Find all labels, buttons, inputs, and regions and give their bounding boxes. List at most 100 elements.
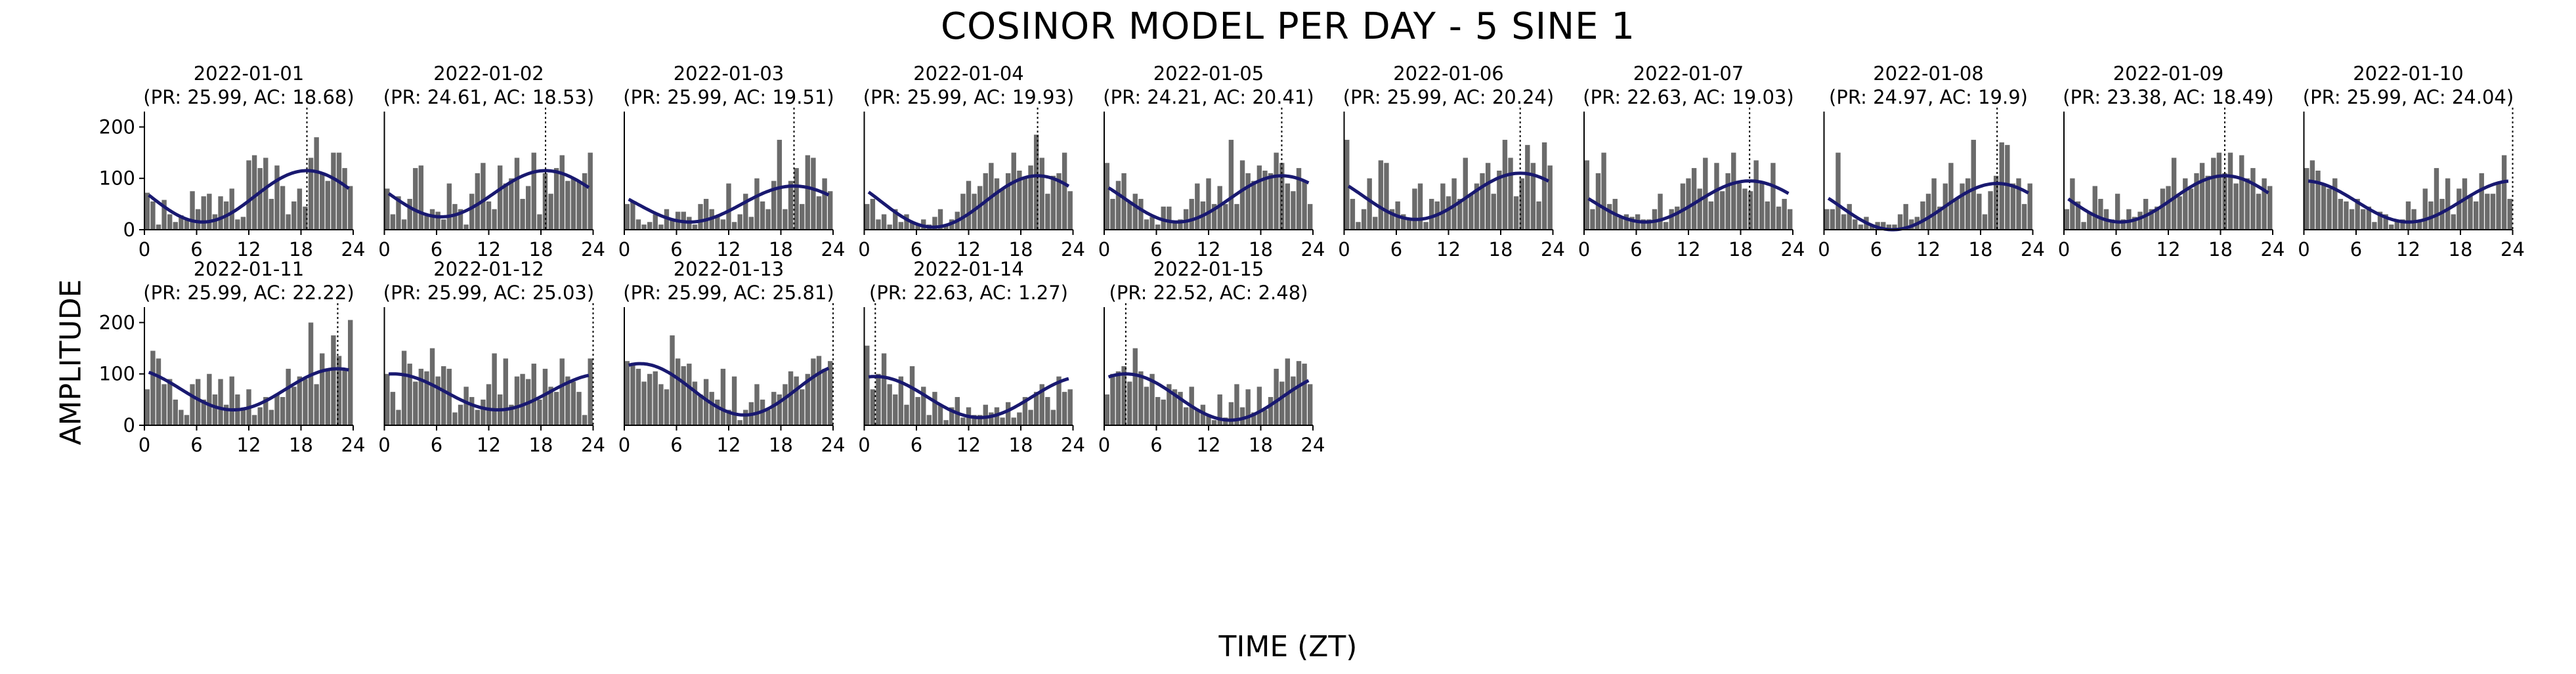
bar [2183,178,2188,230]
bar [263,396,268,425]
bar [229,188,234,230]
bar [2199,163,2205,230]
x-tick-label: 6 [2350,238,2362,261]
bar [1138,371,1144,425]
x-tick-label: 24 [341,238,366,261]
bar [441,366,446,425]
bar [915,396,920,425]
bar [179,215,184,230]
x-tick-label: 18 [1249,238,1273,261]
bar [537,214,542,230]
bar [1525,144,1530,230]
bar [1719,191,1725,230]
cosinor-curve [387,169,590,219]
subplot-2022-01-12: 2022-01-12(PR: 25.99, AC: 25.03) 0 6 12 18 24 [378,258,605,456]
cosinor-curve [1107,174,1310,224]
bar [144,389,150,425]
subplot-subtitle: (PR: 25.99, AC: 25.03) [383,282,594,304]
bar [1067,191,1073,230]
bar [1629,217,1635,230]
cosinor-curve [1827,182,2030,232]
bar [2451,214,2456,230]
bar [1463,158,1468,230]
bar [291,201,297,230]
bar [537,399,542,425]
x-tick-label: 0 [618,238,630,261]
bar [1830,209,1835,230]
bar [565,180,570,230]
bar [1144,387,1149,425]
bar [195,379,201,425]
bar [1110,199,1115,230]
bar [635,368,641,425]
bar [658,224,664,230]
x-tick-label: 12 [477,434,501,456]
bar [314,384,319,425]
bar [887,224,892,230]
bar [1731,152,1736,230]
bar [1658,194,1663,230]
bar [1697,188,1702,230]
bar [280,396,286,425]
bar [190,384,195,425]
bar [2132,217,2137,230]
x-tick-label: 12 [2157,238,2181,261]
subplot-title: 2022-01-07 [1633,62,1744,85]
bar [2485,194,2490,230]
bar [2098,199,2103,230]
bar [794,168,799,230]
bar [559,358,565,425]
bar [1167,384,1172,425]
bar [893,394,898,425]
bar [1965,178,1971,230]
bar [2416,222,2422,230]
bar [635,219,641,230]
bar [1584,160,1589,230]
bar [1251,180,1256,230]
bar [1022,178,1028,230]
bar [1121,173,1127,230]
bar [1480,173,1485,230]
bar [932,392,937,425]
bar [1056,376,1062,425]
bar [390,392,396,425]
bar [1742,188,1748,230]
x-tick-label: 6 [1150,434,1162,456]
x-tick-label: 6 [670,238,682,261]
bar [811,158,816,230]
bar [497,165,503,230]
subplot-title: 2022-01-13 [674,258,784,280]
bar [280,186,286,230]
bar [1646,219,1652,230]
bar [977,186,983,230]
x-tick-label: 0 [1578,238,1590,261]
bar [184,415,190,425]
bar [788,371,794,425]
x-tick-label: 24 [2261,238,2285,261]
bar [1474,183,1480,230]
x-tick-label: 12 [1197,238,1221,261]
bar [475,173,481,230]
bar [1039,158,1044,230]
subplot-subtitle: (PR: 24.21, AC: 20.41) [1103,86,1314,108]
bar [435,211,440,230]
bar [297,376,303,425]
cosinor-curve [628,362,830,417]
bar [937,209,943,230]
bar [173,399,178,425]
bar [320,173,325,230]
x-tick-label: 18 [1489,238,1513,261]
bar [765,209,771,230]
bar [692,224,698,230]
x-tick-label: 0 [2058,238,2070,261]
x-tick-label: 6 [670,434,682,456]
bar [240,217,246,230]
subplot-2022-01-15: 2022-01-15(PR: 22.52, AC: 2.48) 0 6 12 18 24 [1098,258,1325,456]
bar [783,384,788,425]
bar [1406,219,1412,230]
bar [325,180,331,230]
bar [1110,373,1115,425]
bar [1005,173,1011,230]
subplot-2022-01-13: 2022-01-13(PR: 25.99, AC: 25.81) 0 6 12 18 24 [618,258,846,456]
bar [1423,222,1428,230]
